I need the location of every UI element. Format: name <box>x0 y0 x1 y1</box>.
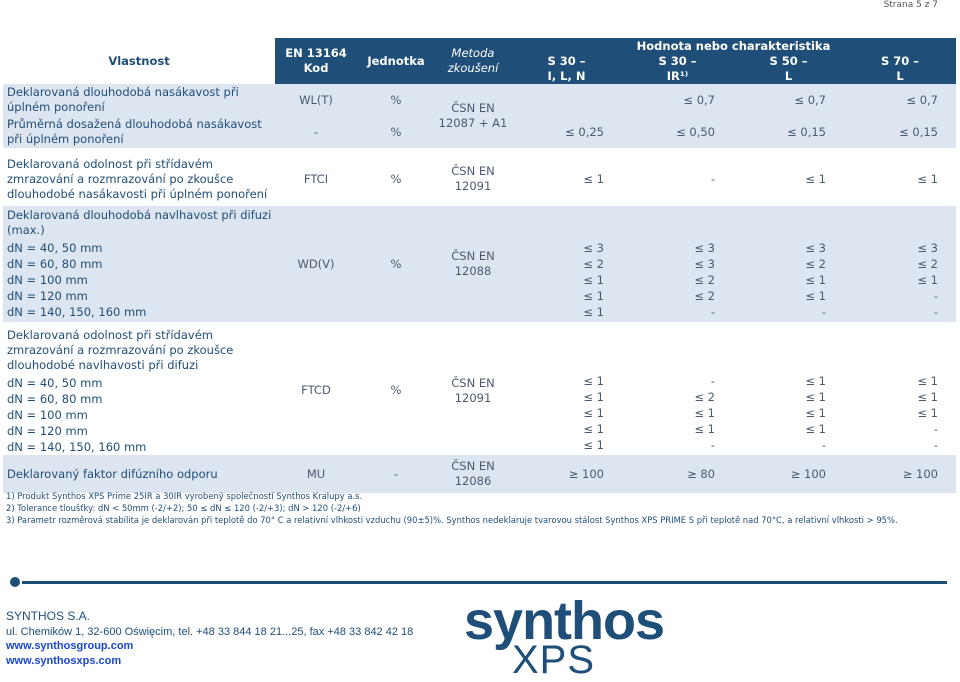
row-code: - <box>275 116 357 148</box>
header-unit: Jednotka <box>357 38 435 84</box>
header-value-group: Hodnota nebo charakteristika <box>511 38 956 54</box>
row-value: ≤ 0,7 <box>622 84 733 116</box>
row-value-stack: ≤ 3 ≤ 2 ≤ 1 ≤ 1- <box>733 206 844 322</box>
footnote: 2) Tolerance tloušťky: dN < 50mm (-2/+2)… <box>6 503 361 513</box>
sub-thickness: dN = 40, 50 mm <box>7 376 103 390</box>
website-link-group[interactable]: www.synthosgroup.com <box>6 640 134 652</box>
row-method: ČSN EN 12091 <box>435 152 511 206</box>
row-unit: % <box>357 116 435 148</box>
row-code: FTCI <box>275 152 357 206</box>
row-value: ≤ 1 <box>733 152 844 206</box>
footnote: 1) Produkt Synthos XPS Prime 25IR a 30IR… <box>6 491 363 501</box>
company-name: SYNTHOS S.A. <box>6 609 91 623</box>
row-value: ≤ 0,7 <box>844 84 956 116</box>
row-property: Průměrná dosažená dlouhodobá nasákavost … <box>3 116 275 148</box>
row-value: ≥ 100 <box>511 455 622 493</box>
sub-thickness: dN = 120 mm <box>7 289 88 303</box>
sub-thickness: dN = 100 mm <box>7 408 88 422</box>
row-value: ≤ 0,15 <box>844 116 956 148</box>
sub-thickness: dN = 100 mm <box>7 273 88 287</box>
table-row: Průměrná dosažená dlouhodobá nasákavost … <box>3 116 956 148</box>
row-code: FTCD <box>275 326 357 455</box>
table-row: Deklarovaná odolnost při střídavém zmraz… <box>3 326 956 455</box>
sub-thickness: dN = 60, 80 mm <box>7 257 103 271</box>
separator-line <box>6 577 951 589</box>
table-row: Deklarovaný faktor difúzního odporu MU -… <box>3 455 956 493</box>
header-col-s30ir: S 30 – IR¹⁾ <box>622 54 733 84</box>
properties-table: Vlastnost EN 13164 Kod Jednotka Metoda z… <box>3 38 956 493</box>
row-code: WD(V) <box>275 206 357 322</box>
bullet-icon <box>10 577 20 587</box>
row-unit: % <box>357 152 435 206</box>
xps-logo: XPS <box>512 638 596 682</box>
row-unit: % <box>357 206 435 322</box>
row-method: ČSN EN 12088 <box>435 206 511 322</box>
table-row: Deklarovaná odolnost při střídavém zmraz… <box>3 152 956 206</box>
sub-thickness: dN = 40, 50 mm <box>7 241 103 255</box>
header-col-s70: S 70 – L <box>844 54 956 84</box>
row-value <box>511 84 622 116</box>
row-value: ≤ 1 <box>844 152 956 206</box>
row-value: ≤ 0,25 <box>511 116 622 148</box>
synthos-logo: synthos <box>464 591 665 651</box>
website-link-xps[interactable]: www.synthosxps.com <box>6 655 122 667</box>
sub-thickness: dN = 60, 80 mm <box>7 392 103 406</box>
row-property: Deklarovaná odolnost při střídavém zmraz… <box>3 152 275 206</box>
row-value: ≤ 0,7 <box>733 84 844 116</box>
row-value: ≥ 80 <box>622 455 733 493</box>
header-method: Metoda zkoušení <box>435 38 511 84</box>
row-property: Deklarovaná dlouhodobá navlhavost při di… <box>3 206 275 322</box>
table-row: Deklarovaná dlouhodobá nasákavost při úp… <box>3 84 956 148</box>
row-unit: - <box>357 455 435 493</box>
sub-thickness: dN = 120 mm <box>7 424 88 438</box>
row-code: WL(T) <box>275 84 357 116</box>
header-code: EN 13164 Kod <box>275 38 357 84</box>
row-property: Deklarovaná odolnost při střídavém zmraz… <box>3 326 275 455</box>
footnote: 3) Parametr rozměrová stabilita je dekla… <box>6 515 898 525</box>
header-col-s30: S 30 – I, L, N <box>511 54 622 84</box>
row-code: MU <box>275 455 357 493</box>
row-value-stack: ≤ 3 ≤ 2 ≤ 1 ≤ 1 ≤ 1 <box>511 206 622 322</box>
sub-thickness: dN = 140, 150, 160 mm <box>7 440 147 454</box>
sub-thickness: dN = 140, 150, 160 mm <box>7 305 147 319</box>
row-value-stack: ≤ 1 ≤ 1 ≤ 1 ≤ 1- <box>733 326 844 455</box>
row-method: ČSN EN 12087 + A1 <box>435 84 511 148</box>
row-property: Deklarovaný faktor difúzního odporu <box>3 455 275 493</box>
row-method: ČSN EN 12091 <box>435 326 511 455</box>
row-value: ≤ 1 <box>511 152 622 206</box>
row-value: ≤ 0,15 <box>733 116 844 148</box>
company-address: ul. Chemików 1, 32-600 Oświęcim, tel. +4… <box>6 626 414 638</box>
row-value: - <box>622 152 733 206</box>
header-col-s50: S 50 – L <box>733 54 844 84</box>
page-number: Strana 5 z 7 <box>883 0 938 10</box>
header-property: Vlastnost <box>3 38 275 84</box>
row-value: ≥ 100 <box>733 455 844 493</box>
row-property: Deklarovaná dlouhodobá nasákavost při úp… <box>3 84 275 116</box>
row-unit: % <box>357 84 435 116</box>
row-value-stack: ≤ 3 ≤ 2 ≤ 1-- <box>844 206 956 322</box>
table-row: Deklarovaná dlouhodobá navlhavost při di… <box>3 206 956 322</box>
row-value: ≤ 0,50 <box>622 116 733 148</box>
row-value-stack: ≤ 3 ≤ 3 ≤ 2 ≤ 2- <box>622 206 733 322</box>
row-method: ČSN EN 12086 <box>435 455 511 493</box>
row-value-stack: ≤ 1 ≤ 1 ≤ 1 ≤ 1 ≤ 1 <box>511 326 622 455</box>
row-value: ≥ 100 <box>844 455 956 493</box>
row-value-stack: - ≤ 2 ≤ 1 ≤ 1- <box>622 326 733 455</box>
row-unit: % <box>357 326 435 455</box>
row-value-stack: ≤ 1 ≤ 1 ≤ 1-- <box>844 326 956 455</box>
